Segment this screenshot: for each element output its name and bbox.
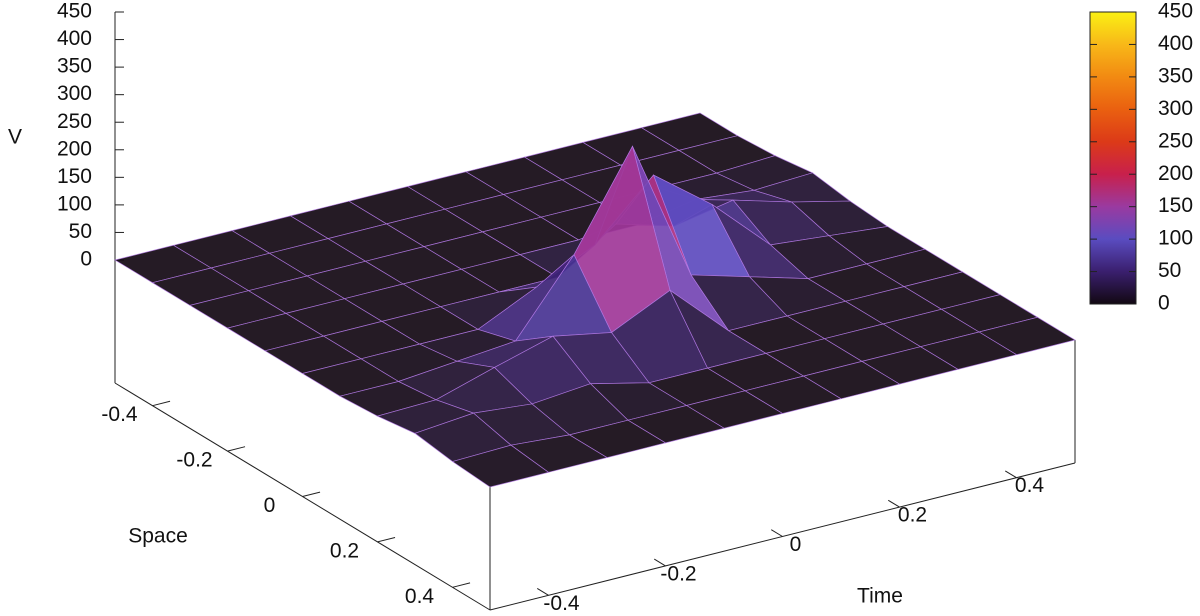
y-tick xyxy=(377,537,396,543)
colorbar-tick-label: 300 xyxy=(1158,97,1193,120)
y-tick xyxy=(152,400,171,407)
y-tick xyxy=(302,491,321,497)
colorbar-tick-label: 250 xyxy=(1158,129,1193,152)
colorbar-tick-label: 200 xyxy=(1158,162,1193,185)
x-tick xyxy=(770,529,783,537)
y-axis-label: Space xyxy=(128,525,188,548)
x-tick-label: 0.2 xyxy=(898,504,927,527)
colorbar-tick-label: 50 xyxy=(1158,259,1181,282)
y-tick xyxy=(227,446,246,452)
colorbar-tick-label: 350 xyxy=(1158,64,1193,87)
colorbar-tick-label: 400 xyxy=(1158,32,1193,55)
x-tick-label: 0.4 xyxy=(1015,474,1045,497)
colorbar-tick-label: 450 xyxy=(1158,0,1193,23)
x-tick-label: -0.4 xyxy=(543,592,580,615)
z-axis-label: V xyxy=(8,126,22,149)
y-tick-label: -0.4 xyxy=(101,403,138,426)
z-tick-label: 450 xyxy=(57,0,92,23)
y-tick-label: 0.2 xyxy=(330,539,359,562)
z-tick-label: 350 xyxy=(57,55,92,78)
y-tick xyxy=(452,582,471,588)
colorbar-tick-label: 0 xyxy=(1158,292,1170,315)
x-axis-label: Time xyxy=(857,585,903,608)
z-tick-label: 200 xyxy=(57,137,92,160)
z-tick-label: 250 xyxy=(57,110,92,133)
z-tick-label: 400 xyxy=(57,27,92,50)
colorbar-tick-label: 150 xyxy=(1158,194,1193,217)
colorbar-tick-label: 100 xyxy=(1158,227,1193,250)
z-tick-label: 100 xyxy=(57,192,92,215)
colorbar xyxy=(1089,11,1137,305)
z-tick-label: 300 xyxy=(57,82,92,105)
x-tick xyxy=(536,588,549,596)
y-tick-label: 0 xyxy=(264,494,276,517)
x-tick xyxy=(1004,470,1017,479)
z-tick-label: 50 xyxy=(69,220,92,243)
y-tick-label: -0.2 xyxy=(176,449,212,472)
x-tick-label: 0 xyxy=(790,533,802,556)
z-tick-label: 0 xyxy=(80,248,92,271)
x-tick xyxy=(887,499,900,508)
surface-cell xyxy=(451,444,550,488)
y-tick-label: 0.4 xyxy=(405,585,435,608)
x-tick xyxy=(653,558,666,567)
x-tick-label: -0.2 xyxy=(660,562,696,585)
z-tick-label: 150 xyxy=(57,165,92,188)
